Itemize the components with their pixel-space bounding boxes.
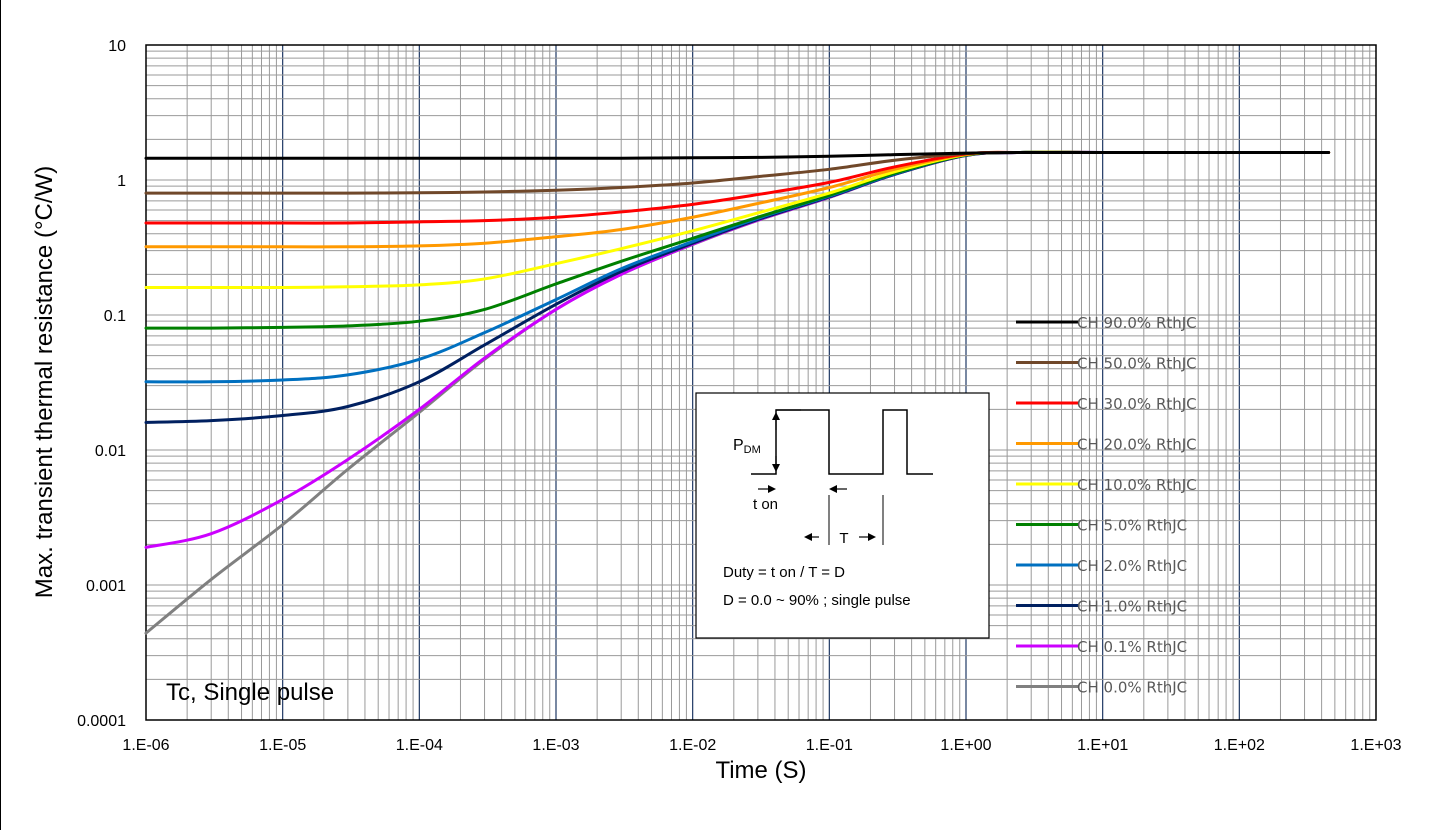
duty-range: D = 0.0 ~ 90% ; single pulse (723, 592, 911, 609)
x-tick-label: 1.E-01 (806, 737, 853, 754)
x-tick-label: 1.E+01 (1077, 737, 1128, 754)
grid (146, 45, 1376, 720)
y-tick-label: 0.001 (86, 578, 126, 595)
inset-box (695, 392, 990, 639)
x-tick-label: 1.E-05 (259, 737, 306, 754)
y-tick-label: 0.1 (104, 308, 126, 325)
x-tick-label: 1.E+00 (940, 737, 991, 754)
legend: CH 90.0% RthJC CH 50.0% RthJC CH 30.0% Rth… (1016, 314, 1197, 697)
tick-labels: 1.E-06 1.E-05 1.E-04 1.E-03 1.E-02 1.E-01 1.E+… (77, 38, 1402, 754)
x-tick-label: 1.E+03 (1350, 737, 1401, 754)
period-label: T (839, 530, 848, 547)
legend-label: CH 0.1% RthJC (1077, 638, 1187, 656)
pulse-waveform (751, 409, 933, 475)
pdm-label-sub: DM (744, 444, 761, 456)
legend-label: CH 0.0% RthJC (1077, 679, 1187, 697)
legend-label: CH 2.0% RthJC (1077, 557, 1187, 575)
ton-arrowhead-left (768, 485, 776, 493)
annotation-tc-single-pulse: Tc, Single pulse (166, 679, 334, 706)
x-tick-label: 1.E-04 (396, 737, 443, 754)
legend-label: CH 10.0% RthJC (1077, 476, 1197, 494)
duty-formula: Duty = t on / T = D (723, 564, 845, 581)
series-lines (144, 150, 1331, 635)
y-tick-label: 0.0001 (77, 713, 126, 730)
period-arrowhead-left (804, 533, 812, 541)
y-tick-label: 10 (108, 38, 126, 55)
ton-arrowhead-right (829, 485, 837, 493)
x-tick-label: 1.E-06 (122, 737, 169, 754)
legend-label: CH 90.0% RthJC (1077, 314, 1197, 332)
x-axis-label: Time (S) (715, 757, 806, 784)
pdm-label: PDM (733, 437, 761, 456)
series-line-ch-90-0-rthjc (144, 150, 1331, 160)
legend-label: CH 1.0% RthJC (1077, 598, 1187, 616)
x-tick-label: 1.E+02 (1214, 737, 1265, 754)
ton-label: t on (753, 496, 778, 513)
x-tick-label: 1.E-02 (669, 737, 716, 754)
pdm-label-main: P (733, 437, 744, 454)
legend-label: CH 50.0% RthJC (1077, 355, 1197, 373)
y-tick-label: 0.01 (95, 443, 126, 460)
period-arrowhead-right (868, 533, 876, 541)
pdm-arrowhead-down (772, 464, 780, 472)
y-tick-label: 1 (117, 173, 126, 190)
y-axis-label: Max. transient thermal resistance (°C/W) (31, 166, 58, 598)
legend-label: CH 30.0% RthJC (1077, 395, 1197, 413)
x-tick-label: 1.E-03 (532, 737, 579, 754)
legend-label: CH 5.0% RthJC (1077, 517, 1187, 535)
duty-cycle-inset: PDM t on T Duty = t on / T = D D = 0.0 ~… (695, 392, 990, 639)
legend-label: CH 20.0% RthJC (1077, 436, 1197, 454)
pdm-arrowhead-up (772, 412, 780, 420)
